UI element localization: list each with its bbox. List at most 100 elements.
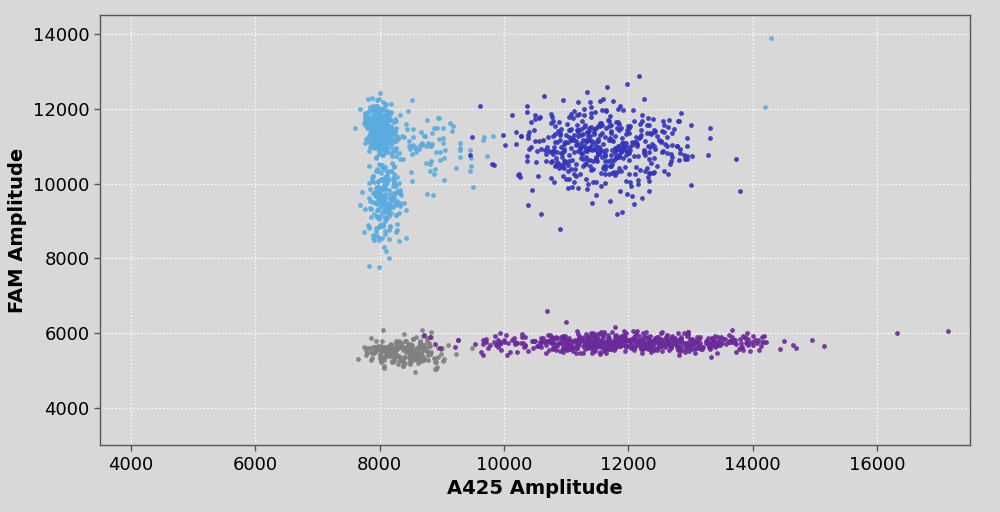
Point (377, 128, 393, 136)
Point (581, 333, 597, 342)
Point (414, 341, 430, 349)
Point (533, 144, 549, 153)
Point (585, 178, 601, 186)
Point (380, 123, 396, 132)
Point (643, 130, 659, 138)
Point (643, 337, 659, 345)
Point (630, 340, 646, 348)
Point (728, 155, 744, 163)
Point (594, 106, 610, 114)
Point (432, 148, 448, 156)
Point (408, 354, 424, 362)
Point (543, 336, 559, 345)
Point (366, 142, 382, 151)
Point (432, 156, 448, 164)
Point (579, 127, 595, 136)
Point (695, 343, 711, 351)
Point (545, 117, 561, 125)
Point (553, 335, 569, 343)
Point (660, 337, 676, 345)
Point (389, 220, 405, 228)
Point (654, 148, 670, 156)
Point (628, 329, 644, 337)
Point (374, 129, 390, 137)
Point (662, 341, 678, 349)
X-axis label: A425 Amplitude: A425 Amplitude (447, 479, 623, 498)
Point (586, 124, 602, 133)
Point (595, 340, 611, 349)
Point (569, 111, 585, 119)
Point (368, 118, 384, 126)
Point (389, 187, 405, 195)
Point (371, 130, 387, 138)
Point (651, 135, 667, 143)
Point (679, 142, 695, 151)
Point (374, 115, 390, 123)
Point (694, 345, 710, 353)
Point (368, 111, 384, 119)
Point (371, 141, 387, 149)
Point (528, 158, 544, 166)
Point (413, 357, 429, 366)
Point (592, 339, 608, 348)
Point (611, 164, 627, 172)
Point (490, 343, 506, 351)
Point (370, 121, 386, 130)
Point (388, 124, 404, 133)
Point (587, 333, 603, 342)
Point (387, 147, 403, 155)
Point (541, 336, 557, 345)
Point (592, 329, 608, 337)
Point (668, 337, 684, 345)
Point (401, 345, 417, 353)
Point (416, 341, 432, 349)
Point (568, 160, 584, 168)
Point (383, 122, 399, 130)
Point (635, 335, 651, 344)
Point (644, 140, 660, 148)
Point (384, 126, 400, 135)
Point (420, 348, 436, 356)
Point (374, 134, 390, 142)
Point (378, 106, 394, 115)
Point (422, 350, 438, 358)
Point (370, 123, 386, 131)
Point (385, 203, 401, 211)
Point (374, 116, 390, 124)
Point (535, 136, 551, 144)
Point (597, 337, 613, 346)
Point (399, 125, 415, 133)
Point (374, 123, 390, 131)
Point (715, 335, 731, 344)
Point (390, 135, 406, 143)
Point (593, 328, 609, 336)
Point (358, 135, 374, 143)
Point (566, 106, 582, 115)
Point (509, 348, 525, 356)
Point (360, 109, 376, 117)
Point (560, 166, 576, 175)
Point (751, 346, 767, 354)
Point (598, 108, 614, 116)
Point (582, 143, 598, 151)
Point (404, 353, 420, 361)
Point (378, 100, 394, 109)
Point (475, 336, 491, 344)
Point (512, 173, 528, 181)
Point (709, 349, 725, 357)
Point (402, 350, 418, 358)
Point (373, 197, 389, 205)
Point (379, 136, 395, 144)
Point (745, 341, 761, 349)
Point (754, 337, 770, 346)
Point (367, 348, 383, 356)
Point (601, 136, 617, 144)
Point (634, 117, 650, 125)
Point (645, 337, 661, 346)
Point (642, 129, 658, 137)
Point (386, 135, 402, 143)
Point (645, 340, 661, 349)
Point (523, 142, 539, 151)
Point (626, 117, 642, 125)
Point (419, 338, 435, 347)
